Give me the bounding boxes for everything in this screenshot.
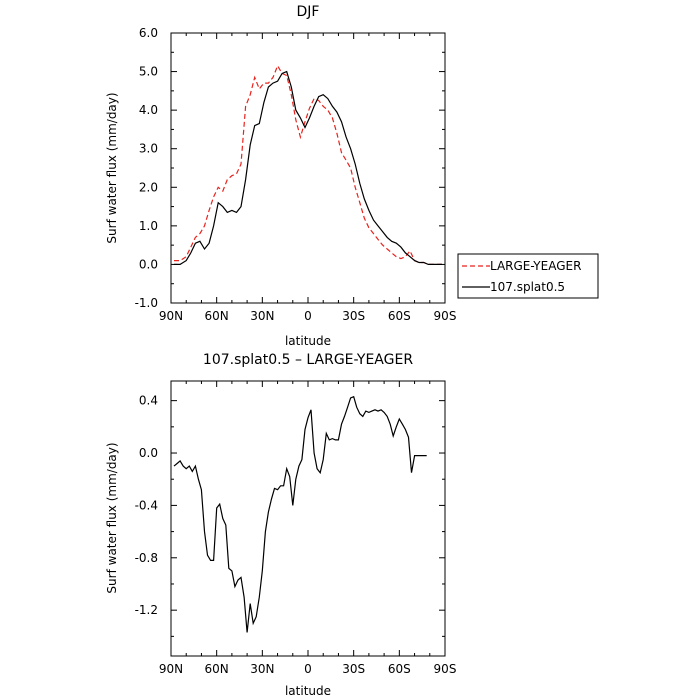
y-tick-label: -1.0 <box>135 296 158 310</box>
y-tick-label: 4.0 <box>139 103 158 117</box>
x-tick-label: 60S <box>388 309 411 323</box>
top-series-lines <box>174 64 442 265</box>
y-tick-label: -0.4 <box>135 498 158 512</box>
y-tick-label: 0.0 <box>139 257 158 271</box>
top-x-ticks: 90N 60N 30N 0 30S 60S 90S <box>159 33 457 323</box>
top-x-axis-label: latitude <box>285 334 331 348</box>
legend-label-large-yeager: LARGE-YEAGER <box>490 259 581 273</box>
legend: LARGE-YEAGER 107.splat0.5 <box>457 253 599 299</box>
y-tick-label: -0.8 <box>135 551 158 565</box>
x-tick-label: 30S <box>342 662 365 676</box>
y-tick-label: 2.0 <box>139 180 158 194</box>
top-plot-frame <box>170 32 446 304</box>
y-tick-label: 5.0 <box>139 65 158 79</box>
bottom-series-lines <box>173 395 427 633</box>
y-tick-label: 0.0 <box>139 446 158 460</box>
series-line-107-splat0-5 <box>174 70 442 265</box>
panel-bottom-difference: 107.splat0.5 – LARGE-YEAGER 90N 60N 30N 0 30… <box>105 352 456 698</box>
bottom-chart-title: 107.splat0.5 – LARGE-YEAGER <box>203 352 413 368</box>
bottom-y-ticks: -1.2 -0.8 -0.4 0.0 0.4 <box>135 394 445 637</box>
x-tick-label: 90S <box>434 662 457 676</box>
top-chart-title: DJF <box>297 4 320 20</box>
legend-box <box>457 253 599 299</box>
legend-label-107-splat: 107.splat0.5 <box>490 280 565 294</box>
x-tick-label: 90N <box>159 309 183 323</box>
x-tick-label: 60S <box>388 662 411 676</box>
x-tick-label: 0 <box>304 662 312 676</box>
top-y-axis-label: Surf water flux (mm/day) <box>105 92 119 243</box>
series-line-large-yeager <box>174 64 442 265</box>
x-tick-label: 60N <box>205 309 229 323</box>
x-tick-label: 0 <box>304 309 312 323</box>
panel-top-djf: DJF 90N 60N 30N 0 30S 60S 90S -1.0 0.0 1.0 2.0 3.0… <box>105 4 456 348</box>
top-y-ticks: -1.0 0.0 1.0 2.0 3.0 4.0 5.0 6.0 <box>135 26 445 310</box>
x-tick-label: 60N <box>205 662 229 676</box>
y-tick-label: 6.0 <box>139 26 158 40</box>
x-tick-label: 30S <box>342 309 365 323</box>
x-tick-label: 90S <box>434 309 457 323</box>
bottom-plot-frame <box>170 380 446 657</box>
x-tick-label: 30N <box>250 309 274 323</box>
bottom-x-ticks: 90N 60N 30N 0 30S 60S 90S <box>159 381 457 676</box>
y-tick-label: 1.0 <box>139 219 158 233</box>
y-tick-label: 0.4 <box>139 394 158 408</box>
y-tick-label: -1.2 <box>135 603 158 617</box>
x-tick-label: 30N <box>250 662 274 676</box>
series-line-difference <box>173 395 427 633</box>
bottom-y-axis-label: Surf water flux (mm/day) <box>105 442 119 593</box>
y-tick-label: 3.0 <box>139 142 158 156</box>
bottom-x-axis-label: latitude <box>285 684 331 698</box>
x-tick-label: 90N <box>159 662 183 676</box>
